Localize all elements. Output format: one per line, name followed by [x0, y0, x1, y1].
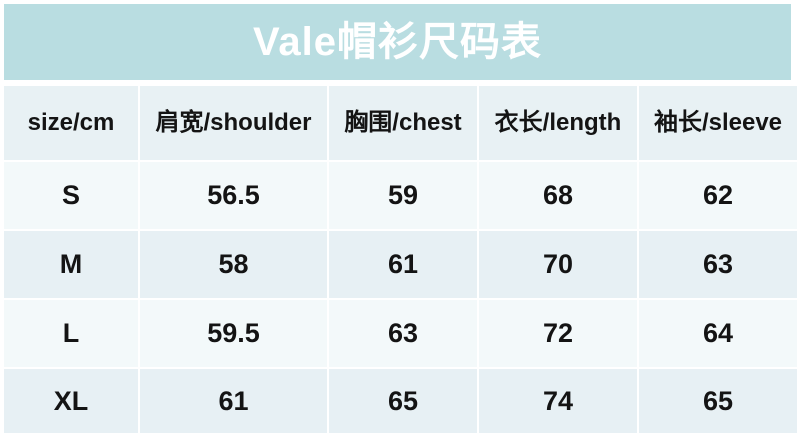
l-shoulder-value: 59.5	[140, 300, 327, 367]
m-chest-value: 61	[329, 231, 477, 298]
size-chart-sheet: Vale帽衫尺码表 size/cm 肩宽/shoulder 胸围/chest 衣…	[4, 4, 797, 433]
size-label-s: S	[4, 162, 138, 229]
xl-shoulder-value: 61	[140, 369, 327, 433]
chart-title: Vale帽衫尺码表	[252, 20, 543, 64]
l-chest-value: 63	[329, 300, 477, 367]
chart-title-bar: Vale帽衫尺码表	[4, 4, 791, 80]
xl-sleeve-value: 65	[639, 369, 797, 433]
xl-chest-value: 65	[329, 369, 477, 433]
s-sleeve-value: 62	[639, 162, 797, 229]
xl-length-value: 74	[479, 369, 637, 433]
size-label-m: M	[4, 231, 138, 298]
s-shoulder-value: 56.5	[140, 162, 327, 229]
col-header-shoulder: 肩宽/shoulder	[140, 86, 327, 160]
m-shoulder-value: 58	[140, 231, 327, 298]
size-label-xl: XL	[4, 369, 138, 433]
size-table: size/cm 肩宽/shoulder 胸围/chest 衣长/length 袖…	[4, 86, 797, 433]
s-length-value: 68	[479, 162, 637, 229]
col-header-sleeve: 袖长/sleeve	[639, 86, 797, 160]
col-header-length: 衣长/length	[479, 86, 637, 160]
col-header-chest: 胸围/chest	[329, 86, 477, 160]
l-sleeve-value: 64	[639, 300, 797, 367]
s-chest-value: 59	[329, 162, 477, 229]
m-sleeve-value: 63	[639, 231, 797, 298]
l-length-value: 72	[479, 300, 637, 367]
size-label-l: L	[4, 300, 138, 367]
col-header-size: size/cm	[4, 86, 138, 160]
m-length-value: 70	[479, 231, 637, 298]
